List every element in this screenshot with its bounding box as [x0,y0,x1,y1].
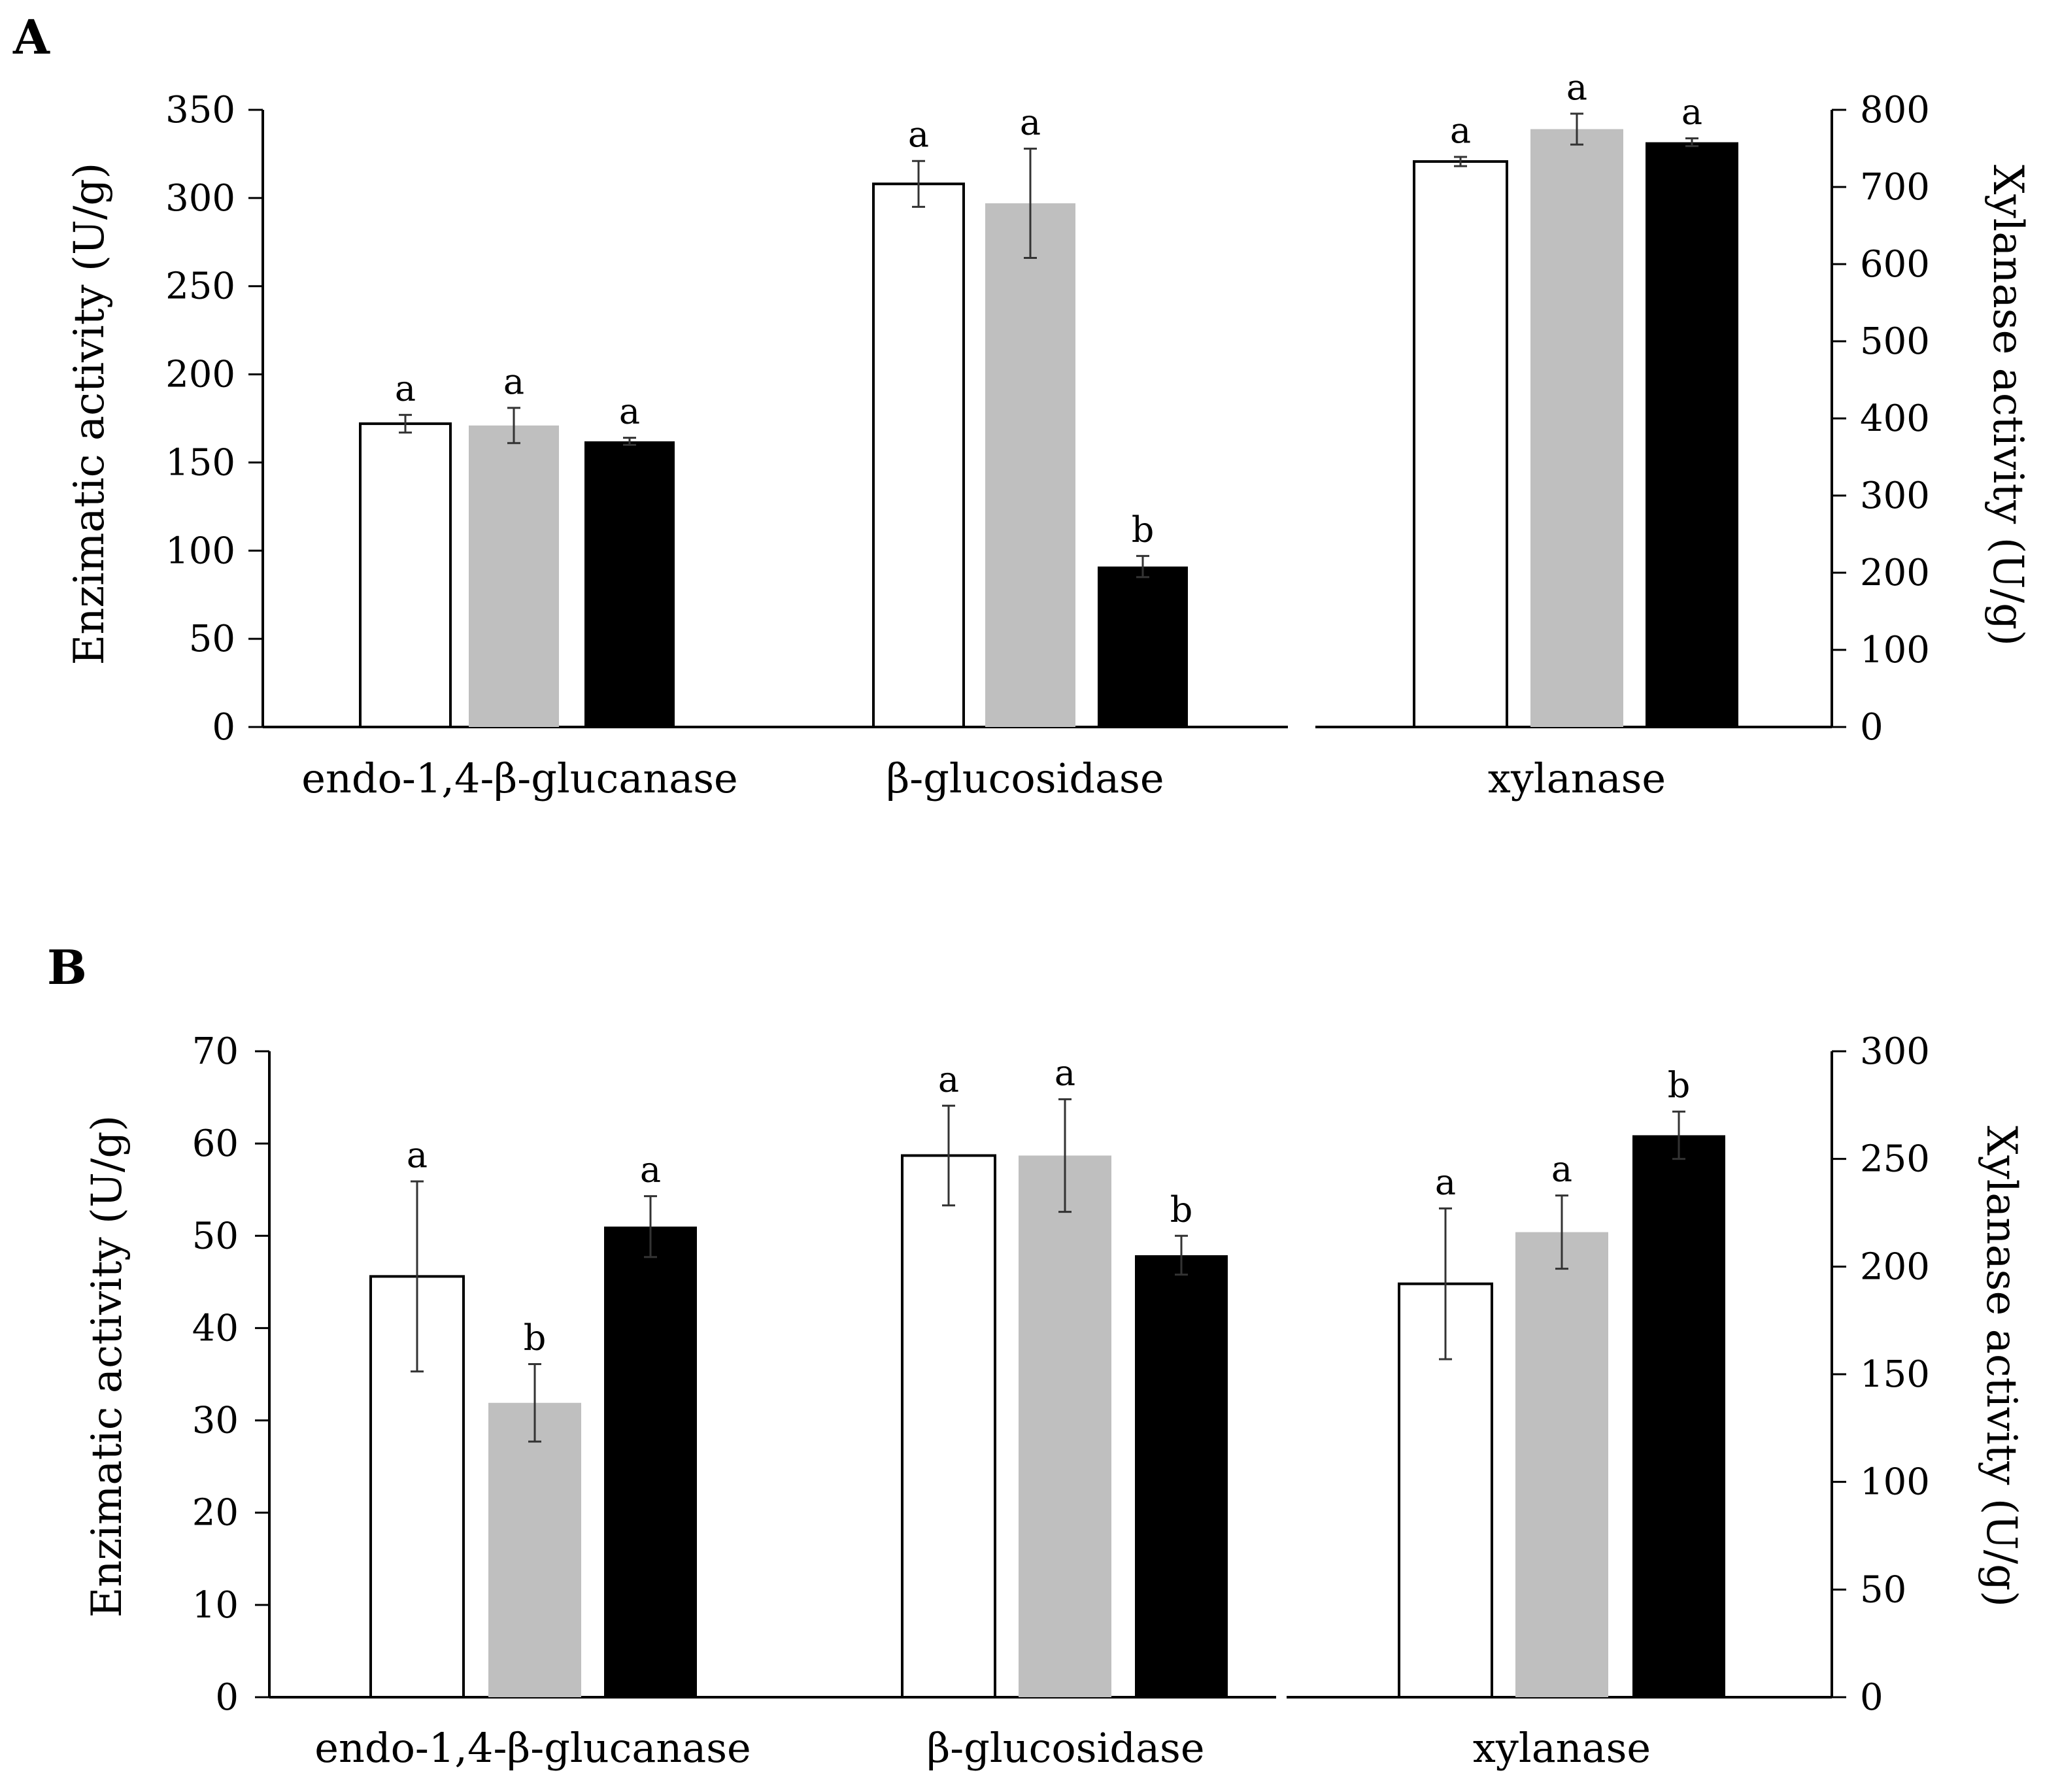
panel-b-bar-beta-glucosidase-2 [1019,1155,1111,1697]
panel-b-y-tick-label: 10 [192,1584,239,1627]
panel-b-y-tick-label: 70 [192,1030,239,1073]
panel-a-significance-letter: a [503,361,524,402]
panel-b-chart: B Enzimatic activity (U/g) Xylanase acti… [47,939,2025,1772]
panel-b-y2-tick-label: 100 [1860,1461,1930,1504]
panel-a-bar-xylanase-1 [1413,160,1508,728]
panel-b-significance-letter: b [1668,1064,1691,1106]
panel-a-y-tick-label: 350 [165,89,235,131]
panel-a-category-label-xylanase: xylanase [1488,754,1666,802]
panel-b-bar-endo-glucanase-2 [488,1402,581,1697]
panel-b-bar-xylanase-2 [1515,1232,1608,1697]
panel-b-bar-xylanase-3 [1632,1135,1725,1697]
panel-a-bar-endo-glucanase-1 [359,422,452,728]
panel-a-y2-tick-label: 500 [1860,320,1930,363]
panel-b-y-tick-label: 50 [192,1215,239,1257]
panel-a-significance-letter: a [395,368,416,409]
panel-b-significance-letter: a [407,1134,428,1175]
panel-a-y-tick-label: 0 [212,706,235,749]
panel-a-y-axis-title: Enzimatic activity (U/g) [65,163,114,666]
panel-b-bar-endo-glucanase-3 [604,1226,697,1697]
panel-a-letter: A [12,9,50,65]
panel-a-bar-beta-glucosidase-1 [872,182,965,728]
panel-b-y2-tick-label: 0 [1860,1676,1883,1719]
panel-b-y-tick-label: 0 [215,1676,239,1719]
panel-a-bar-endo-glucanase-2 [469,425,559,727]
panel-a-significance-letter: a [1450,110,1471,151]
panel-b-category-label-xylanase: xylanase [1473,1724,1651,1772]
panel-b-y2-tick-label: 300 [1860,1030,1930,1073]
panel-a-significance-letter: a [1681,92,1702,133]
panel-b-category-label-endo-glucanase: endo-1,4-β-glucanase [314,1724,751,1772]
panel-a-y2-tick-label: 700 [1860,166,1930,209]
panel-b-significance-letter: a [640,1149,661,1191]
panel-b-significance-letter: a [938,1058,959,1100]
panel-a-category-label-beta-glucosidase: β-glucosidase [886,754,1164,802]
panel-a-y2-axis-title: Xylanase activity (U/g) [1984,165,2032,646]
panel-a-y-tick-label: 250 [165,265,235,308]
panel-a-y-tick-label: 300 [165,177,235,220]
panel-a-significance-letter: a [1566,67,1587,108]
panel-a-y2-tick-label: 0 [1860,706,1883,749]
panel-a-y-tick-label: 50 [189,618,235,660]
panel-a-y2-tick-label: 200 [1860,552,1930,594]
panel-b-y2-tick-label: 200 [1860,1245,1930,1288]
panel-a-y2-tick-label: 100 [1860,629,1930,671]
panel-b-letter: B [47,939,87,995]
panel-a-bar-beta-glucosidase-3 [1098,566,1188,727]
panel-b-significance-letter: a [1551,1149,1572,1190]
panel-b-bar-beta-glucosidase-1 [901,1154,996,1699]
panel-a-significance-letter: a [1020,101,1041,143]
panel-b-y-tick-label: 20 [192,1492,239,1534]
panel-b-y2-tick-label: 250 [1860,1138,1930,1181]
panel-b-y2-tick-label: 50 [1860,1568,1906,1611]
panel-b-significance-letter: b [524,1317,547,1358]
panel-b-y-tick-label: 60 [192,1123,239,1165]
panel-b-y-axis-title: Enzimatic activity (U/g) [83,1115,131,1618]
panel-a-y2-tick-label: 300 [1860,475,1930,517]
panel-a-significance-letter: a [619,391,640,432]
panel-b-bar-beta-glucosidase-3 [1135,1255,1228,1697]
panel-b-category-label-beta-glucosidase: β-glucosidase [926,1724,1204,1772]
panel-a-bar-endo-glucanase-3 [584,441,675,727]
panel-a-significance-letter: a [908,114,929,155]
panel-a-bar-xylanase-3 [1646,142,1738,727]
panel-a-significance-letter: b [1132,509,1155,550]
panel-a-y2-tick-label: 400 [1860,397,1930,440]
panel-b-significance-letter: a [1435,1161,1456,1202]
panel-b-y2-tick-label: 150 [1860,1353,1930,1396]
panel-a-y2-tick-label: 600 [1860,243,1930,286]
panel-a-bar-beta-glucosidase-2 [985,203,1075,727]
panel-a-chart: A Enzimatic activity (U/g) Xylanase acti… [12,9,2032,802]
panel-b-significance-letter: a [1055,1052,1075,1093]
panel-b-y-tick-label: 30 [192,1400,239,1442]
panel-a-y-tick-label: 100 [165,530,235,572]
panel-a-y-tick-label: 150 [165,441,235,484]
panel-a-category-label-endo-glucanase: endo-1,4-β-glucanase [301,754,737,802]
panel-b-y2-axis-title: Xylanase activity (U/g) [1977,1126,2025,1607]
panel-a-bar-xylanase-2 [1530,129,1623,727]
panel-a-y2-tick-label: 800 [1860,89,1930,131]
panel-b-y-tick-label: 40 [192,1307,239,1349]
panel-a-y-tick-label: 200 [165,354,235,396]
panel-b-significance-letter: b [1170,1189,1193,1230]
